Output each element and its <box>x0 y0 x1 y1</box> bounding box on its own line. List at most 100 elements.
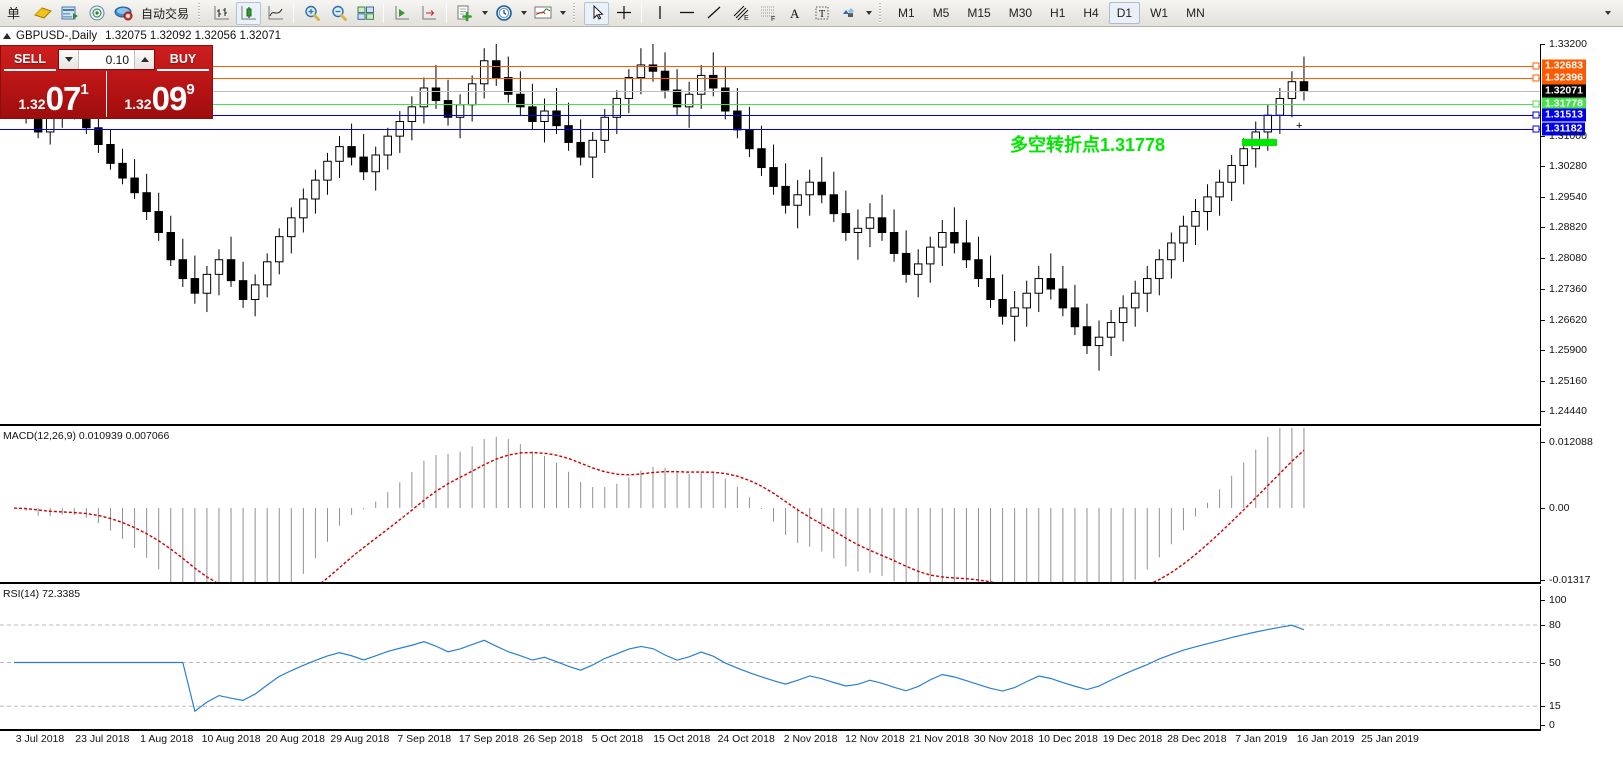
date-label: 7 Jan 2019 <box>1235 733 1288 745</box>
level-line-support-2[interactable] <box>0 128 1540 130</box>
cursor-button[interactable] <box>584 1 610 25</box>
level-tag-support-2: 1.31182 <box>1542 122 1586 136</box>
templates-dropdown-icon[interactable] <box>556 2 568 25</box>
macd-scale[interactable]: 0.012088 0.00 -0.01317 <box>1540 428 1623 586</box>
level-line-current-price[interactable] <box>0 91 1540 93</box>
sell-price-big: 07 <box>45 80 82 117</box>
price-tick: 1.25900 <box>1541 344 1587 356</box>
terminal-icon[interactable] <box>111 2 136 25</box>
timeframe-m30[interactable]: M30 <box>1008 6 1033 20</box>
horizontal-line-button[interactable] <box>674 2 699 25</box>
periods-dropdown-icon[interactable] <box>517 2 529 25</box>
line-chart-button[interactable] <box>263 2 288 25</box>
level-handle-support-2[interactable] <box>1532 125 1540 133</box>
level-tag-pivot-level: 1.31778 <box>1542 97 1586 111</box>
rsi-pane[interactable]: RSI(14) 72.3385 <box>0 586 1540 731</box>
templates-button[interactable] <box>530 2 555 25</box>
toolbar-grip-3[interactable] <box>878 2 886 24</box>
chevron-up-icon <box>140 57 149 62</box>
indicators-dropdown-icon[interactable] <box>478 2 490 25</box>
shapes-dropdown-icon[interactable] <box>862 2 874 25</box>
level-handle-support-1[interactable] <box>1532 111 1540 119</box>
vertical-line-button[interactable] <box>647 2 672 25</box>
crosshair-button[interactable] <box>611 2 636 25</box>
svg-text:T: T <box>819 9 825 20</box>
market-watch-icon[interactable] <box>57 2 82 25</box>
buy-button[interactable]: BUY <box>157 49 209 71</box>
volume-decrease-button[interactable] <box>59 50 79 69</box>
macd-pane[interactable]: MACD(12,26,9) 0.010939 0.007066 <box>0 428 1540 584</box>
sell-price-prefix: 1.32 <box>18 96 46 112</box>
svg-text:A: A <box>790 6 800 21</box>
chart-shift-button[interactable] <box>416 2 441 25</box>
timeframe-w1[interactable]: W1 <box>1150 6 1169 20</box>
level-line-resistance-2[interactable] <box>0 65 1540 67</box>
trendline-button[interactable] <box>701 2 726 25</box>
price-tick: 1.31000 <box>1541 130 1587 142</box>
bar-chart-button[interactable] <box>209 2 234 25</box>
svg-text:F: F <box>771 16 775 22</box>
buy-price-sup: 9 <box>186 81 195 98</box>
indicators-button[interactable] <box>452 2 477 25</box>
timeframe-h4[interactable]: H4 <box>1083 6 1099 20</box>
buy-price-prefix: 1.32 <box>124 96 152 112</box>
auto-scroll-button[interactable] <box>389 2 414 25</box>
timeframe-h1[interactable]: H1 <box>1050 6 1066 20</box>
main-toolbar: 单 <box>0 0 1623 27</box>
sell-button[interactable]: SELL <box>4 49 56 71</box>
text-button[interactable]: A <box>782 2 807 25</box>
toolbar-grip-1[interactable] <box>197 2 205 24</box>
date-label: 7 Sep 2018 <box>397 733 452 745</box>
date-label: 29 Aug 2018 <box>330 733 390 745</box>
text-label-button[interactable]: T <box>809 2 834 25</box>
svg-text:单: 单 <box>7 6 20 21</box>
level-tag-resistance-1: 1.32396 <box>1542 71 1586 85</box>
level-line-support-1[interactable] <box>0 114 1540 116</box>
date-label: 12 Nov 2018 <box>845 733 905 745</box>
candlestick-chart-button[interactable] <box>236 1 262 25</box>
date-label: 24 Oct 2018 <box>717 733 775 745</box>
level-line-resistance-1[interactable] <box>0 77 1540 79</box>
sell-price[interactable]: 1.32 07 1 <box>1 71 106 117</box>
rsi-scale[interactable]: 100 80 50 15 0 <box>1540 586 1623 731</box>
rsi-tick: 50 <box>1541 657 1561 669</box>
autotrade-label[interactable]: 自动交易 <box>141 6 190 21</box>
expand-toolbar-icon[interactable] <box>1595 2 1620 25</box>
date-label: 16 Jan 2019 <box>1296 733 1355 745</box>
toolbar-grip-2[interactable] <box>572 2 580 24</box>
one-click-trading-panel[interactable]: SELL 0.10 BUY 1.32 07 1 1.32 09 9 <box>0 45 213 119</box>
toolbar-sep-2 <box>383 3 385 23</box>
charts-icon[interactable] <box>30 2 55 25</box>
tile-windows-button[interactable] <box>353 2 378 25</box>
price-scale[interactable]: 1.33200 1.30280 1.29540 1.28820 1.28080 1.273… <box>1540 38 1623 426</box>
volume-input[interactable]: 0.10 <box>79 50 134 69</box>
level-handle-resistance-1[interactable] <box>1532 74 1540 82</box>
shapes-button[interactable] <box>836 2 861 25</box>
date-label: 10 Dec 2018 <box>1038 733 1098 745</box>
price-chart-pane[interactable]: 多空转折点1.31778 + <box>0 44 1540 426</box>
new-order-icon[interactable]: 单 <box>3 2 28 25</box>
price-tick: 1.28080 <box>1541 252 1587 264</box>
timeframe-m5[interactable]: M5 <box>932 6 950 20</box>
timeframe-mn[interactable]: MN <box>1186 6 1205 20</box>
price-tick: 1.24440 <box>1541 405 1587 417</box>
volume-increase-button[interactable] <box>134 50 154 69</box>
date-axis[interactable]: 3 Jul 2018 23 Jul 2018 1 Aug 2018 10 Aug 20… <box>0 731 1540 751</box>
equidistant-channel-button[interactable]: E <box>728 2 753 25</box>
level-handle-pivot-level[interactable] <box>1532 100 1540 108</box>
collapse-triangle-icon[interactable] <box>3 32 11 39</box>
timeframe-m15[interactable]: M15 <box>967 6 991 20</box>
zoom-out-button[interactable] <box>326 2 351 25</box>
periods-button[interactable] <box>491 2 516 25</box>
timeframe-m1[interactable]: M1 <box>898 6 915 20</box>
zoom-in-button[interactable] <box>299 2 324 25</box>
volume-stepper[interactable]: 0.10 <box>58 49 155 70</box>
buy-price[interactable]: 1.32 09 9 <box>106 71 212 117</box>
navigator-icon[interactable] <box>84 2 109 25</box>
price-tick: 1.27360 <box>1541 283 1587 295</box>
timeframe-d1[interactable]: D1 <box>1108 2 1141 24</box>
level-line-pivot-level[interactable] <box>0 103 1540 105</box>
fibonacci-button[interactable]: F <box>755 2 780 25</box>
date-label: 3 Jul 2018 <box>15 733 65 745</box>
level-handle-resistance-2[interactable] <box>1532 62 1540 70</box>
